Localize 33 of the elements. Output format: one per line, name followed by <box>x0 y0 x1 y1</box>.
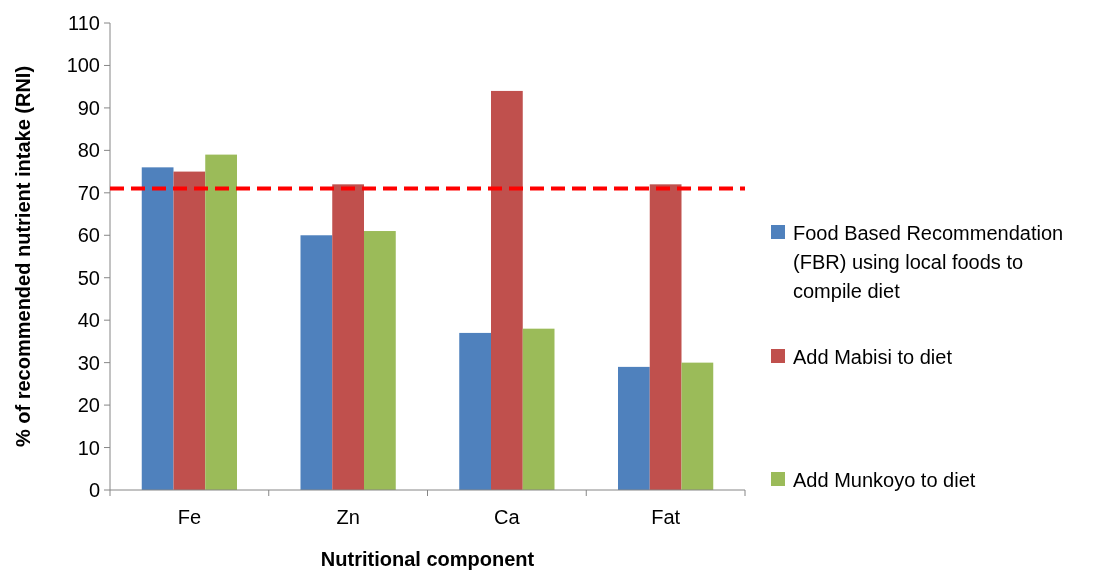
bar <box>491 90 523 490</box>
y-tick-label: 70 <box>77 181 100 204</box>
y-tick-label: 60 <box>77 224 100 247</box>
y-tick-label: 30 <box>77 351 100 374</box>
x-tick-label: Fat <box>651 506 681 528</box>
legend-label: Add Mabisi to diet <box>793 346 953 368</box>
x-tick-label: Fe <box>177 506 202 528</box>
bar <box>332 184 364 490</box>
bar <box>522 328 555 490</box>
bar <box>459 332 491 490</box>
y-tick-label: 40 <box>77 309 100 332</box>
bar <box>173 171 206 490</box>
bar <box>649 184 682 490</box>
y-axis-title: % of recommended nutrient intake (RNI) <box>12 65 34 448</box>
bar <box>618 366 650 490</box>
bar <box>141 167 174 490</box>
y-tick-label: 20 <box>77 394 100 417</box>
bar <box>300 235 333 490</box>
y-tick-label: 110 <box>68 12 100 34</box>
y-tick-label: 0 <box>88 479 100 501</box>
y-tick-label: 90 <box>77 96 100 119</box>
x-tick-label: Zn <box>336 506 360 528</box>
y-tick-label: 50 <box>77 266 100 289</box>
y-tick-label: 80 <box>77 139 100 162</box>
bar <box>681 362 714 490</box>
bar <box>364 231 396 490</box>
bar <box>205 154 237 490</box>
y-tick-label: 10 <box>77 436 100 459</box>
x-axis-title: Nutritional component <box>320 548 535 570</box>
y-tick-label: 100 <box>66 54 100 77</box>
legend-label: Food Based Recommendation (FBR) using local foods to compile diet <box>793 222 1064 302</box>
x-tick-label: Ca <box>494 506 521 528</box>
legend-label: Add Munkoyo to diet <box>793 469 976 491</box>
